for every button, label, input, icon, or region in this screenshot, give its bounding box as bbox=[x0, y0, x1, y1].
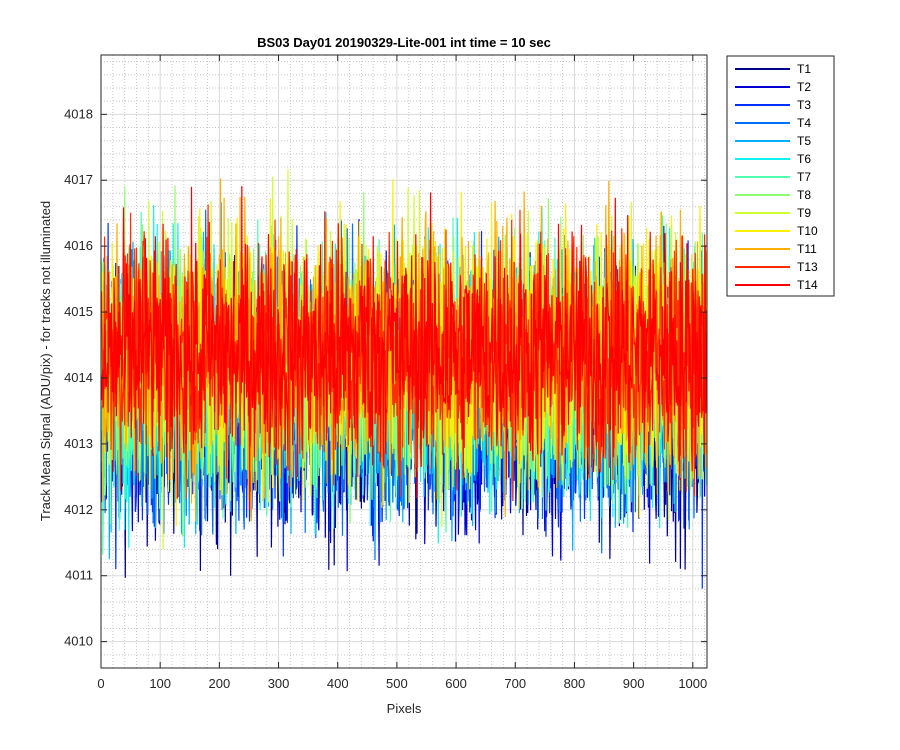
legend-entry: T1 bbox=[797, 62, 811, 76]
legend-entry: T14 bbox=[797, 278, 818, 292]
legend-entry: T11 bbox=[797, 242, 817, 256]
y-tick-label: 4010 bbox=[64, 634, 93, 649]
y-tick-label: 4015 bbox=[64, 304, 93, 319]
y-axis-label: Track Mean Signal (ADU/pix) - for tracks… bbox=[38, 201, 53, 521]
legend-entry: T13 bbox=[797, 260, 818, 274]
x-tick-label: 0 bbox=[97, 676, 104, 691]
y-tick-label: 4012 bbox=[64, 502, 93, 517]
legend-entry: T7 bbox=[797, 170, 811, 184]
series-lines bbox=[101, 169, 707, 589]
x-tick-label: 700 bbox=[504, 676, 526, 691]
x-tick-label: 500 bbox=[386, 676, 408, 691]
legend-entry: T9 bbox=[797, 206, 811, 220]
x-tick-label: 800 bbox=[564, 676, 586, 691]
x-axis-ticks: 0 100 200 300 400 500 600 700 800 900 1000 bbox=[97, 55, 707, 691]
x-tick-label: 100 bbox=[149, 676, 171, 691]
legend-entry: T10 bbox=[797, 224, 818, 238]
y-axis-ticks: 4010 4011 4012 4013 4014 4015 4016 4017 4018 bbox=[64, 106, 707, 649]
y-tick-label: 4014 bbox=[64, 370, 93, 385]
legend-entry: T4 bbox=[797, 116, 811, 130]
legend-entry: T3 bbox=[797, 98, 811, 112]
chart-title: BS03 Day01 20190329-Lite-001 int time = … bbox=[257, 35, 551, 50]
x-axis-label: Pixels bbox=[387, 701, 422, 716]
plot-frame bbox=[100, 54, 708, 669]
x-tick-label: 600 bbox=[445, 676, 467, 691]
legend-entry: T5 bbox=[797, 134, 811, 148]
x-tick-label: 400 bbox=[327, 676, 349, 691]
x-tick-label: 900 bbox=[623, 676, 645, 691]
y-tick-label: 4013 bbox=[64, 436, 93, 451]
legend-entry: T2 bbox=[797, 80, 811, 94]
x-tick-label: 300 bbox=[268, 676, 290, 691]
legend-entry: T6 bbox=[797, 152, 811, 166]
series-line-t14 bbox=[101, 186, 707, 510]
y-tick-label: 4016 bbox=[64, 238, 93, 253]
legend-entry: T8 bbox=[797, 188, 811, 202]
y-tick-label: 4011 bbox=[65, 568, 93, 583]
legend: T1 T2 T3 T4 T5 T6 T7 T8 T9 T10 T11 T13 T14 bbox=[726, 55, 835, 297]
x-tick-label: 1000 bbox=[678, 676, 707, 691]
x-tick-label: 200 bbox=[209, 676, 231, 691]
y-tick-label: 4018 bbox=[64, 106, 93, 121]
y-tick-label: 4017 bbox=[64, 172, 93, 187]
